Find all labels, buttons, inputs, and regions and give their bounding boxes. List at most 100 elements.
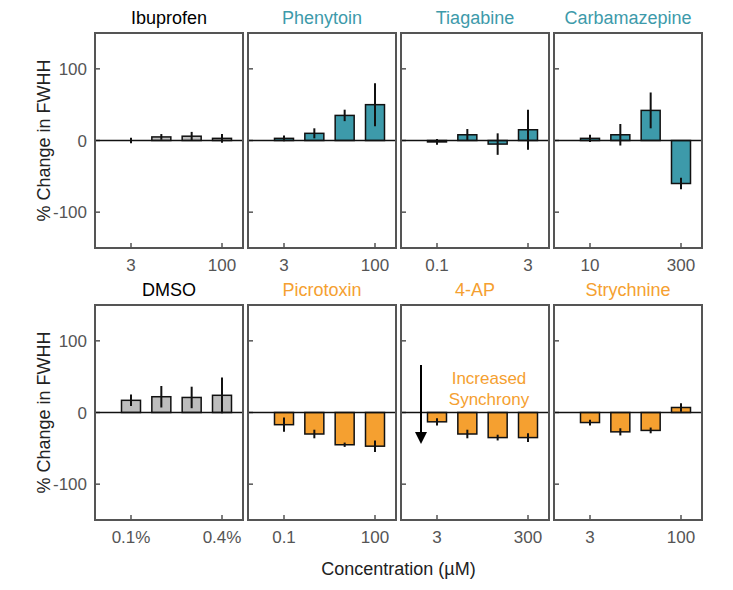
- y-axis-label: % Change in FWHH: [34, 331, 54, 493]
- x-tick: [374, 243, 376, 248]
- error-bar: [191, 132, 193, 141]
- error-bar: [344, 443, 346, 447]
- error-bar: [680, 403, 682, 412]
- x-tick-label: 0.1: [272, 528, 296, 547]
- x-tick: [589, 515, 591, 520]
- error-bar: [497, 435, 499, 441]
- x-tick: [221, 243, 223, 248]
- x-tick: [527, 243, 529, 248]
- panel-title: 4-AP: [455, 280, 495, 300]
- x-tick: [589, 243, 591, 248]
- error-bar: [160, 134, 162, 140]
- error-bar: [160, 386, 162, 408]
- error-bar: [436, 418, 438, 425]
- panel: Strychnine3100: [554, 280, 702, 547]
- y-tick-label: 0: [78, 132, 87, 151]
- x-tick-label: 100: [667, 528, 695, 547]
- error-bar: [191, 387, 193, 409]
- x-tick-label: 300: [514, 528, 542, 547]
- panel-frame: [554, 305, 702, 520]
- x-axis-label: Concentration (µM): [321, 559, 475, 579]
- error-bar: [374, 83, 376, 126]
- annotation: Increased Synchrony: [449, 369, 530, 409]
- zero-line: [248, 140, 396, 142]
- bars: [248, 83, 396, 141]
- x-tick-label: 3: [585, 528, 594, 547]
- error-bar: [466, 129, 468, 140]
- panel: DMSO -100 0 100 0.1% 0.4% % Change in FWHH: [34, 280, 243, 547]
- zero-line: [401, 412, 549, 414]
- zero-line: [95, 412, 243, 414]
- error-bar: [650, 428, 652, 434]
- error-bar: [221, 134, 223, 143]
- x-tick-label: 0.4%: [203, 528, 242, 547]
- y-tick-label: -100: [53, 203, 87, 222]
- x-tick-label: 100: [208, 256, 236, 275]
- error-bar: [221, 377, 223, 413]
- x-tick-label: 3: [279, 256, 288, 275]
- x-tick: [680, 515, 682, 520]
- zero-line: [554, 140, 702, 142]
- panel-frame: [554, 33, 702, 248]
- error-bar: [344, 110, 346, 121]
- error-bar: [313, 430, 315, 439]
- figure: Ibuprofen-10001003100% Change in FWHHPhe…: [0, 0, 733, 590]
- error-bar: [436, 139, 438, 145]
- error-bar: [589, 420, 591, 426]
- y-axis-label: % Change in FWHH: [34, 59, 54, 221]
- panel: Picrotoxin 0.1 100: [248, 280, 396, 547]
- bar: [488, 413, 507, 438]
- panel-frame: [95, 305, 243, 520]
- panel-title: DMSO: [142, 280, 196, 300]
- x-tick: [374, 515, 376, 520]
- x-tick-label: 100: [361, 528, 389, 547]
- x-tick-label: 100: [361, 256, 389, 275]
- x-tick: [283, 243, 285, 248]
- panel-frame: [248, 33, 396, 248]
- panel-title: Carbamazepine: [564, 8, 691, 28]
- x-tick-label: 300: [667, 256, 695, 275]
- error-bar: [589, 135, 591, 142]
- panel-title: Phenytoin: [282, 8, 362, 28]
- y-tick-label: 100: [59, 332, 87, 351]
- panel-frame: [95, 33, 243, 248]
- bars: [554, 92, 702, 189]
- y-tick-label: -100: [53, 475, 87, 494]
- error-bar: [313, 128, 315, 138]
- panel-title: Picrotoxin: [282, 280, 361, 300]
- panel: 4-AP 3 300: [401, 280, 549, 547]
- panel-title: Tiagabine: [436, 8, 514, 28]
- x-tick-label: 10: [581, 256, 600, 275]
- panel-frame: [401, 305, 549, 520]
- x-tick-label: 0.1%: [112, 528, 151, 547]
- x-tick-label: 3: [126, 256, 135, 275]
- error-bar: [650, 92, 652, 128]
- bar: [335, 413, 354, 445]
- error-bar: [619, 124, 621, 145]
- x-tick: [130, 515, 132, 520]
- bar: [672, 141, 691, 184]
- y-tick-label: 100: [59, 60, 87, 79]
- zero-line: [554, 412, 702, 414]
- bars: [401, 413, 549, 442]
- x-tick: [527, 515, 529, 520]
- error-bar: [527, 433, 529, 442]
- annotation-line: Increased: [452, 369, 527, 388]
- error-bar: [497, 133, 499, 155]
- bars: [95, 132, 243, 143]
- x-tick-label: 0.1: [425, 256, 449, 275]
- annotation-line: Synchrony: [449, 390, 530, 409]
- panel: Phenytoin 3 100: [248, 8, 396, 275]
- x-tick-label: 3: [432, 528, 441, 547]
- x-tick: [221, 515, 223, 520]
- error-bar: [680, 178, 682, 189]
- zero-line: [401, 140, 549, 142]
- error-bar: [130, 395, 132, 406]
- error-bar: [283, 135, 285, 141]
- bars: [554, 403, 702, 435]
- x-tick: [436, 243, 438, 248]
- panel: Ibuprofen-10001003100% Change in FWHH: [34, 8, 243, 275]
- error-bar: [374, 440, 376, 451]
- y-tick-label: 0: [78, 404, 87, 423]
- x-tick: [283, 515, 285, 520]
